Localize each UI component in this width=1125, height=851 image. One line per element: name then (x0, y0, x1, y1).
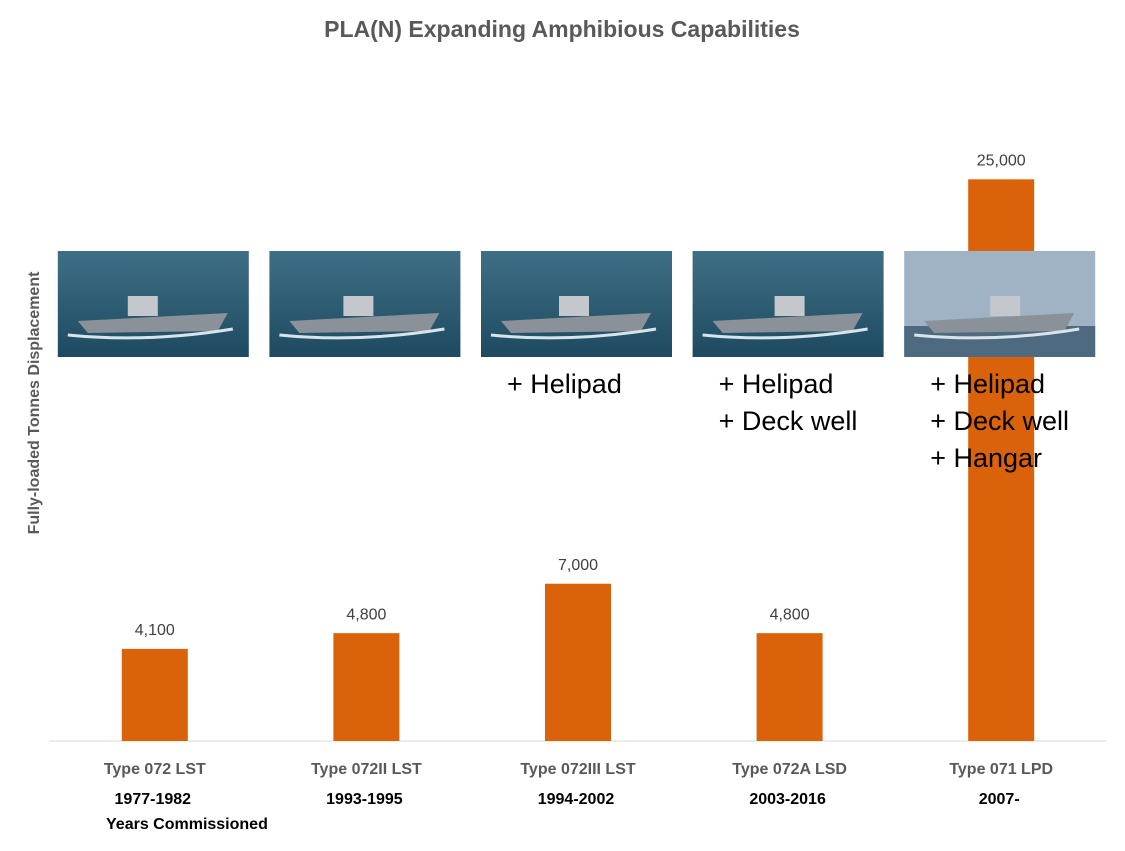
value-label: 4,100 (135, 622, 175, 639)
ship-wake (490, 327, 657, 340)
x-tick-label: Type 072 LST (104, 761, 206, 778)
feature-annotation: + Deck well (719, 406, 858, 436)
x-tick-label: Type 071 LPD (949, 761, 1053, 778)
year-label: 1994-2002 (538, 791, 615, 808)
ship-hull (77, 313, 228, 333)
ship-wake (67, 327, 234, 340)
year-label: 1977-1982 (115, 791, 192, 808)
ship-hull (924, 313, 1075, 333)
feature-annotation: + Hangar (930, 443, 1042, 473)
ship-superstructure (990, 296, 1021, 316)
y-axis-label: Fully-loaded Tonnes Displacement (26, 271, 43, 535)
feature-annotation: + Helipad (719, 369, 834, 399)
bar (333, 633, 400, 741)
value-label: 4,800 (346, 606, 386, 623)
ship-hull (501, 313, 651, 333)
ship-superstructure (559, 296, 589, 316)
value-label: 7,000 (558, 557, 598, 574)
x-tick-label: Type 072A LSD (732, 761, 847, 778)
ship-wake (914, 327, 1080, 340)
years-label: Years Commissioned (106, 816, 268, 833)
bar (756, 633, 823, 741)
feature-annotation: + Helipad (930, 369, 1045, 399)
value-label: 4,800 (770, 606, 810, 623)
ship-wake (279, 327, 445, 340)
ship-superstructure (774, 296, 805, 316)
year-label: 1993-1995 (326, 791, 403, 808)
ship-wake (702, 327, 868, 340)
feature-annotation: + Helipad (507, 369, 622, 399)
year-label: 2003-2016 (749, 791, 826, 808)
ship-hull (712, 313, 863, 333)
chart-title: PLA(N) Expanding Amphibious Capabilities (324, 16, 800, 42)
year-label: 2007- (979, 791, 1020, 808)
bar (545, 583, 611, 741)
value-label: 25,000 (977, 153, 1026, 170)
ship-superstructure (343, 296, 374, 316)
ship-hull (289, 313, 440, 333)
x-tick-label: Type 072II LST (311, 761, 422, 778)
bar (121, 648, 188, 741)
x-tick-label: Type 072III LST (520, 761, 636, 778)
ship-superstructure (127, 296, 158, 316)
feature-annotation: + Deck well (930, 406, 1069, 436)
